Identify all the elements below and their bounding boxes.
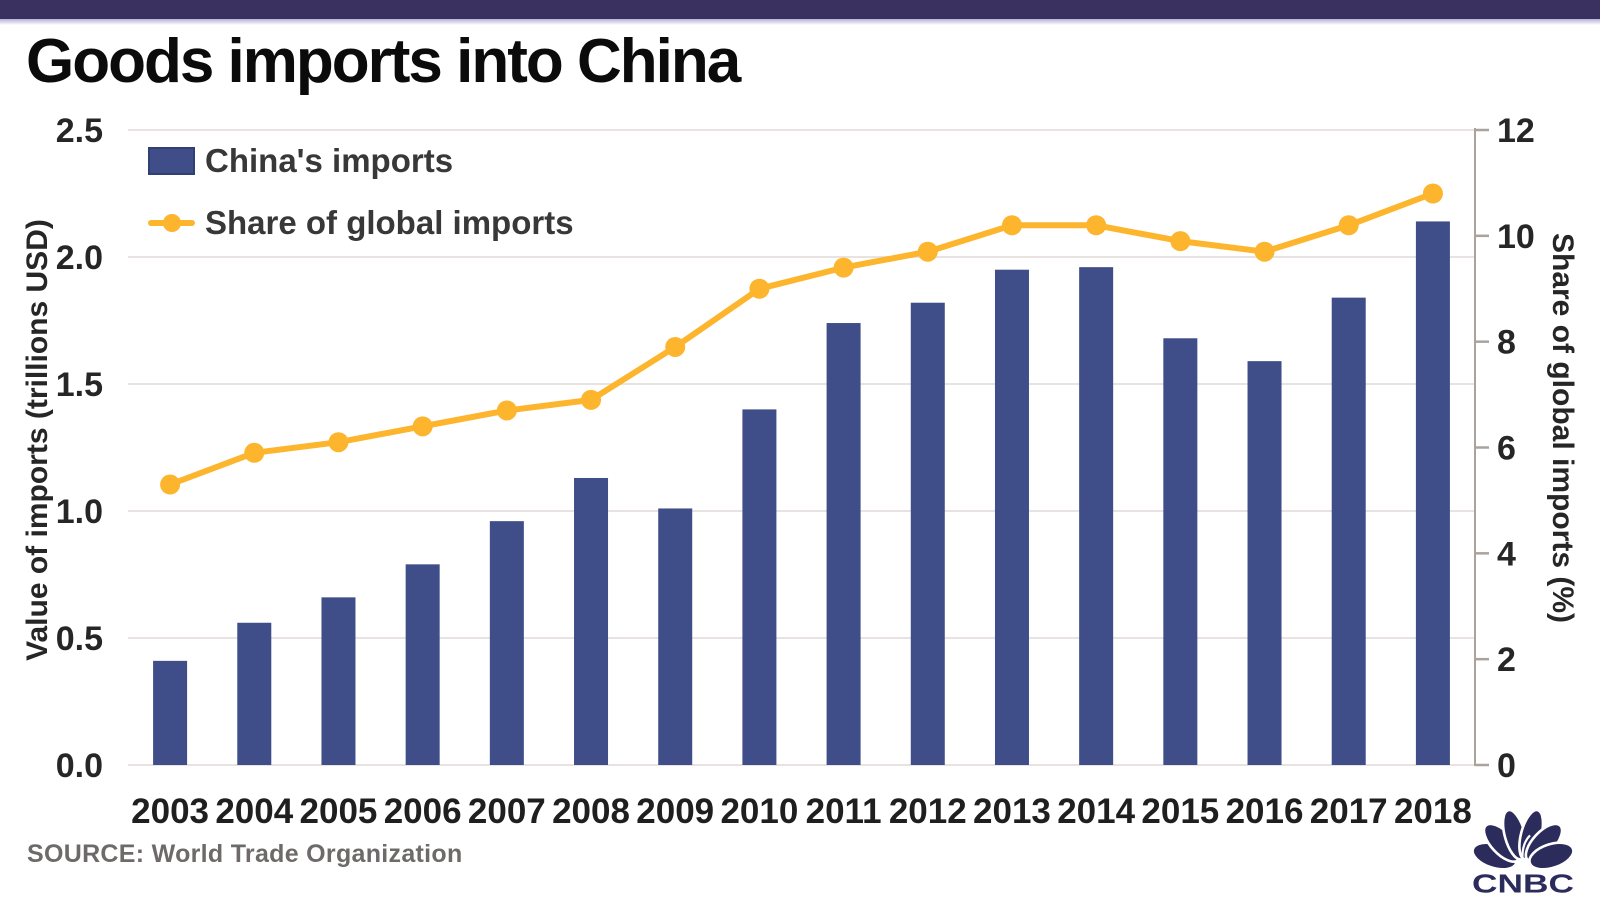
x-tick-label-2006: 2006 [384,792,462,831]
bar-2015 [1163,338,1198,765]
x-tick-label-2014: 2014 [1057,792,1135,831]
line-point-2006 [412,416,433,437]
bar-2018 [1415,221,1450,765]
x-tick-label-2012: 2012 [889,792,967,831]
right-axis-tick-label: 10 [1497,218,1535,256]
source-text: SOURCE: World Trade Organization [27,840,463,868]
bar-2010 [742,409,777,765]
x-tick-label-2004: 2004 [215,792,293,831]
chart-title: Goods imports into China [26,27,741,96]
x-tick-label-2010: 2010 [720,792,798,831]
line-point-2018 [1422,183,1443,204]
line-point-2003 [160,474,181,495]
bar-2008 [574,477,609,765]
bar-2014 [1079,267,1114,765]
legend-line-dot-icon [162,214,181,232]
x-tick-label-2009: 2009 [636,792,714,831]
line-point-2009 [665,336,686,357]
bar-2012 [910,302,945,765]
top-accent-bar [0,0,1600,25]
x-tick-label-2011: 2011 [806,792,882,831]
left-axis-title: Value of imports (trillions USD) [21,219,54,661]
line-point-2016 [1254,241,1275,262]
legend-bar-swatch-icon [148,147,195,175]
x-tick-label-2007: 2007 [468,792,546,831]
bar-2013 [994,269,1029,765]
line-point-2010 [749,278,770,299]
left-axis-tick-label: 0.5 [56,620,103,658]
chart-legend: China's imports Share of global imports [148,140,574,244]
x-tick-label-2008: 2008 [552,792,630,831]
legend-line-swatch-icon [148,214,195,232]
left-axis-tick-label: 0.0 [56,747,103,785]
bar-2007 [489,521,524,765]
line-point-2007 [496,400,517,421]
x-tick-label-2013: 2013 [973,792,1051,831]
line-point-2017 [1338,215,1359,236]
bar-2009 [658,508,693,765]
left-axis-tick-label: 1.0 [56,493,103,531]
bar-2016 [1247,361,1282,765]
line-point-2015 [1170,231,1191,252]
legend-label-china-imports: China's imports [205,142,454,179]
line-point-2008 [581,389,602,410]
bar-2017 [1331,297,1366,765]
right-axis-tick-label: 12 [1497,112,1535,150]
cnbc-wordmark: CNBC [1472,870,1574,896]
legend-item-global-share: Share of global imports [148,202,574,244]
cnbc-peacock-icon: CNBC [1471,808,1575,896]
bar-2003 [153,660,188,765]
legend-label-global-share: Share of global imports [205,204,574,241]
peacock-beak-line [1521,834,1531,864]
right-axis-tick-label: 6 [1497,430,1516,468]
right-axis-tick-label: 4 [1497,535,1516,573]
line-point-2013 [1001,215,1022,236]
x-tick-label-2018: 2018 [1394,792,1472,831]
x-tick-label-2015: 2015 [1141,792,1219,831]
right-axis-tick-label: 8 [1497,324,1516,362]
cnbc-logo: CNBC [1457,802,1589,896]
x-tick-label-2017: 2017 [1310,792,1388,831]
bar-2006 [405,564,440,765]
line-point-2004 [244,442,265,463]
line-point-2014 [1086,215,1107,236]
right-axis-tick-label: 0 [1497,747,1516,785]
left-axis-tick-label: 2.0 [56,239,103,277]
legend-item-china-imports: China's imports [148,140,574,182]
x-tick-label-2005: 2005 [300,792,378,831]
left-axis-tick-label: 2.5 [56,112,103,150]
right-axis-title: Share of global imports (%) [1546,232,1579,624]
left-axis-tick-label: 1.5 [56,366,103,404]
line-point-2012 [917,241,938,262]
x-tick-label-2016: 2016 [1226,792,1304,831]
x-tick-label-2003: 2003 [131,792,209,831]
bar-2004 [237,622,272,765]
bar-2005 [321,597,356,765]
right-axis-tick-label: 2 [1497,641,1516,679]
line-point-2011 [833,257,854,278]
share-line [167,190,1436,488]
line-point-2005 [328,432,349,453]
bar-2011 [826,323,861,765]
